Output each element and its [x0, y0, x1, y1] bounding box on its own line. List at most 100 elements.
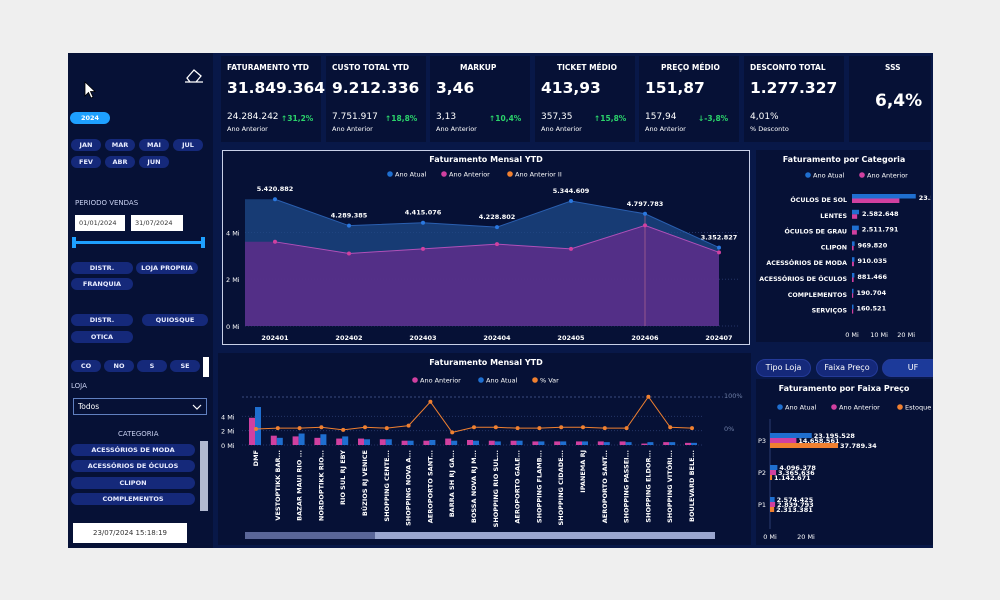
type-distr-button[interactable]: DISTR. [71, 314, 133, 326]
category-scrollbar[interactable] [200, 441, 208, 511]
kpi-prev-value: 24.284.242 [227, 112, 279, 122]
bar-ano-atual [603, 442, 610, 445]
point-var [537, 426, 542, 431]
region-no-button[interactable]: NO [104, 360, 134, 372]
tab-faixa-preco[interactable]: Faixa Preço [816, 359, 878, 377]
month-abr-button[interactable]: ABR [105, 156, 135, 168]
x-tick-label: AEROPORTO SANT... [601, 450, 609, 523]
eraser-icon[interactable] [184, 67, 204, 83]
month-jun-button[interactable]: JUN [139, 156, 169, 168]
month-fev-button[interactable]: FEV [71, 156, 101, 168]
store-dropdown-value: Todos [78, 402, 100, 411]
point-var [690, 426, 694, 431]
bar-ano-anterior [510, 440, 517, 445]
data-label: 881.466 [857, 273, 887, 281]
data-label: 2.313.381 [776, 506, 813, 514]
type-otica-button[interactable]: OTICA [71, 331, 133, 343]
x-tick-label: SHOPPING VITÓRI... [665, 450, 674, 523]
bar-ano-atual [320, 434, 327, 445]
bar-ano-atual [852, 194, 916, 199]
region-scrollbar[interactable] [203, 357, 209, 377]
category-clipon-button[interactable]: CLIPON [71, 477, 195, 489]
bar-ano-anterior [770, 502, 776, 507]
bar-ano-anterior [314, 437, 321, 445]
category-label: LENTES [820, 213, 847, 220]
category-acessorios-oculos-button[interactable]: ACESSÓRIOS DE ÓCULOS [71, 460, 195, 472]
point-ano-anterior [273, 239, 277, 244]
date-slider-handle-start[interactable] [72, 237, 76, 248]
point-var [646, 394, 651, 399]
category-complementos-button[interactable]: COMPLEMENTOS [71, 493, 195, 505]
date-start-input[interactable]: 01/01/2024 [75, 215, 125, 231]
region-co-button[interactable]: CO [71, 360, 101, 372]
bar-ano-anterior [379, 439, 386, 445]
x-tick-label: SHOPPING CENTE... [383, 450, 391, 522]
x-tick-label: 202406 [631, 334, 659, 342]
bar-ano-anterior [467, 439, 473, 445]
month-mai-button[interactable]: MAI [139, 139, 169, 151]
month-jul-button[interactable]: JUL [173, 139, 203, 151]
x-tick-label: SHOPPING ELDOR... [644, 450, 652, 523]
cursor-icon[interactable] [84, 81, 96, 99]
x-tick-label: SHOPPING RIO SUL... [492, 450, 500, 527]
point-ano-anterior [643, 223, 647, 228]
kpi-value: 1.277.327 [750, 79, 838, 97]
y-tick-label: 2 Mi [221, 428, 235, 436]
store-dropdown[interactable]: Todos [73, 398, 207, 415]
channel-distr-button[interactable]: DISTR. [71, 262, 133, 274]
point-var [341, 427, 346, 432]
channel-franquia-button[interactable]: FRANQUIA [71, 278, 133, 290]
x-tick-label: 0 Mi [845, 331, 859, 339]
legend-label: Ano Atual [813, 172, 845, 180]
legend-label: Estoque R$ [905, 404, 933, 412]
year-2024-button[interactable]: 2024 [70, 112, 110, 124]
date-slider-track[interactable] [75, 241, 203, 244]
tab-uf[interactable]: UF [882, 359, 933, 377]
kpi-value: 9.212.336 [332, 79, 420, 97]
data-label: 1.142.671 [774, 474, 811, 482]
bar-ano-anterior [270, 435, 277, 445]
region-s-button[interactable]: S [137, 360, 167, 372]
bar-ano-atual [385, 439, 392, 445]
bar-ano-anterior [554, 441, 561, 445]
category-acessorios-moda-button[interactable]: ACESSÓRIOS DE MODA [71, 444, 195, 456]
x-tick-label: 202401 [261, 334, 289, 342]
kpi-custo: CUSTO TOTAL YTD 9.212.336 7.751.917 Ano … [326, 56, 426, 142]
legend-marker [777, 404, 783, 410]
category-label: CLIPON [821, 244, 847, 251]
kpi-preco: PREÇO MÉDIO 151,87 157,94 Ano Anterior ↓… [639, 56, 739, 142]
data-label: 4.289.385 [331, 212, 368, 220]
tab-tipo-loja[interactable]: Tipo Loja [756, 359, 811, 377]
y2-tick-label: 0% [724, 425, 734, 433]
x-tick-label: NORDOPTIKK RIO... [317, 450, 325, 521]
legend-label: Ano Anterior [839, 404, 880, 412]
type-quiosque-button[interactable]: QUIOSQUE [142, 314, 208, 326]
kpi-ticket: TICKET MÉDIO 413,93 357,35 Ano Anterior … [535, 56, 635, 142]
x-tick-label: 0 Mi [763, 533, 777, 541]
point-ano-anterior [569, 246, 573, 251]
bar-ano-anterior [852, 277, 854, 282]
region-se-button[interactable]: SE [170, 360, 200, 372]
scrollbar-thumb[interactable] [245, 532, 375, 539]
kpi-prev-label: Ano Anterior [645, 125, 686, 133]
channel-loja-propria-button[interactable]: LOJA PROPRIA [136, 262, 198, 274]
data-label: 5.420.882 [257, 185, 294, 193]
point-var [254, 427, 258, 431]
bar-ano-atual [852, 304, 854, 310]
x-tick-label: BAZAR MAUI RIO ... [296, 450, 304, 521]
price-range-bar-chart: Faturamento por Faixa Preço Ano Atual Ano … [758, 384, 933, 541]
bar-ano-anterior [576, 441, 582, 445]
kpi-markup: MARKUP 3,46 3,13 Ano Anterior ↑10,4% [430, 56, 530, 142]
bar-ano-atual [852, 241, 855, 246]
point-var [275, 426, 280, 431]
legend-label: % Var [540, 377, 559, 385]
horizontal-scrollbar[interactable] [245, 532, 715, 539]
data-label: 4.797.783 [627, 200, 664, 208]
month-jan-button[interactable]: JAN [71, 139, 101, 151]
date-slider-handle-end[interactable] [201, 237, 205, 248]
x-tick-label: 202407 [705, 334, 732, 342]
month-mar-button[interactable]: MAR [105, 139, 135, 151]
bar-ano-anterior [292, 436, 299, 445]
data-label: 3.352.827 [701, 234, 738, 242]
date-end-input[interactable]: 31/07/2024 [131, 215, 183, 231]
